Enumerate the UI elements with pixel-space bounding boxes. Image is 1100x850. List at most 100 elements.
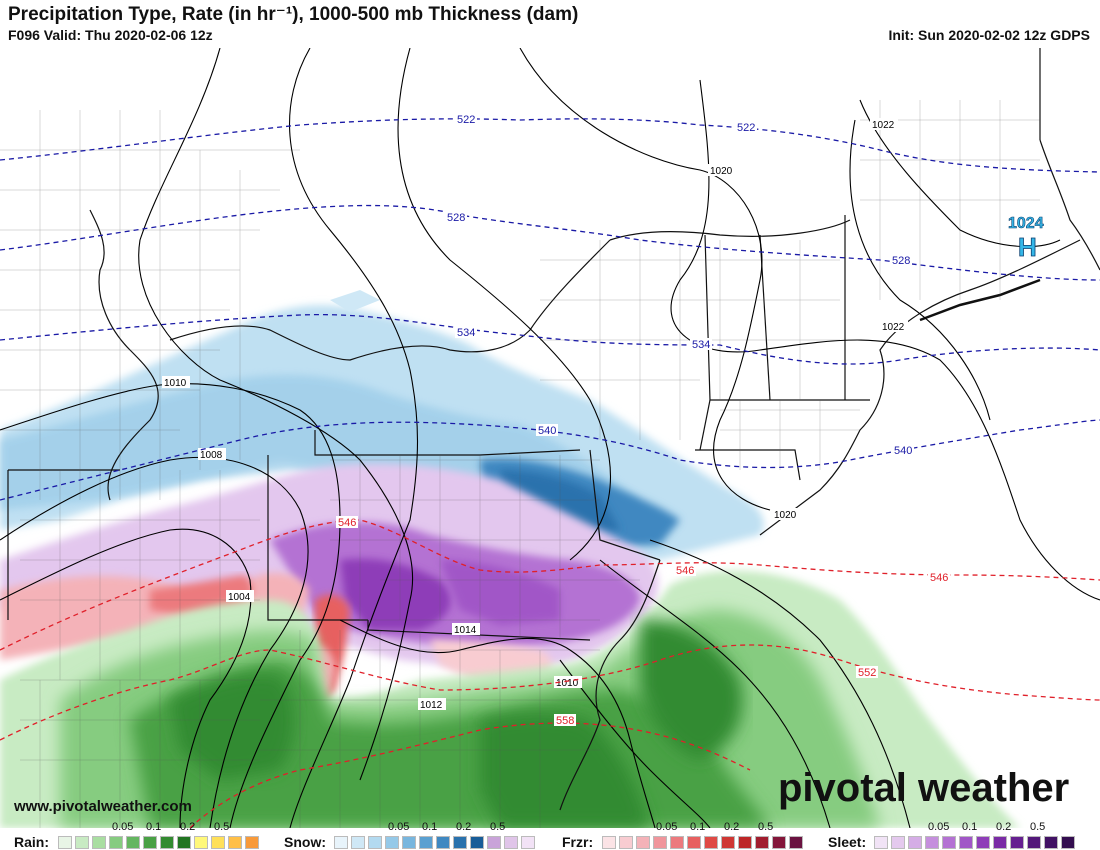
legend-frzr-swatch (653, 836, 667, 849)
legend-sleet-tick: 0.05 (928, 821, 950, 833)
legend-snow-swatch (453, 836, 467, 849)
legend-frzr-swatch (738, 836, 752, 849)
legend-rain-swatch (177, 836, 191, 849)
init-time: Init: Sun 2020-02-02 12z GDPS (888, 27, 1090, 43)
legend-snow-swatch (521, 836, 535, 849)
legend-sleet-swatch (1027, 836, 1041, 849)
thickness-label: 534 (457, 327, 475, 339)
legend-sleet-tick: 0.2 (996, 821, 1012, 833)
legend-frzr-swatch (721, 836, 735, 849)
legend-sleet-swatch (942, 836, 956, 849)
legend-rain-swatch (92, 836, 106, 849)
thickness-cold-labels: 522 522 528 528 534 534 540 540 (445, 113, 914, 457)
isobar-label: 1010 (556, 678, 579, 689)
legend-rain-swatch (58, 836, 72, 849)
thickness-label: 546 (338, 517, 356, 529)
legend-rain-tick: 0.05 (112, 821, 134, 833)
legend-frzr-swatch (670, 836, 684, 849)
legend-frzr-swatch (602, 836, 616, 849)
legend-sleet-label: Sleet: (828, 834, 867, 850)
legend-sleet-tick: 0.1 (962, 821, 978, 833)
thickness-label: 540 (538, 425, 556, 437)
legend-snow-tick: 0.2 (456, 821, 472, 833)
legend-snow-swatch (402, 836, 416, 849)
legend-frzr-tick: 0.2 (724, 821, 740, 833)
isobars (0, 48, 1100, 828)
thickness-label: 522 (737, 122, 755, 134)
legend-sleet-swatch (1061, 836, 1075, 849)
isobar-label: 1012 (420, 700, 443, 711)
thickness-label: 522 (457, 114, 475, 126)
legend-frzr-swatch (772, 836, 786, 849)
legend-sleet-swatch (976, 836, 990, 849)
legend-frzr-swatch (789, 836, 803, 849)
legend-frzr-tick: 0.5 (758, 821, 774, 833)
legend-snow-tick: 0.5 (490, 821, 506, 833)
legend-rain-label: Rain: (14, 834, 49, 850)
isobar-label: 1008 (200, 450, 223, 461)
thickness-label: 546 (930, 572, 948, 584)
legend-snow-swatch (504, 836, 518, 849)
legend-sleet-swatch (993, 836, 1007, 849)
precip-legend: Rain: 0.05 0.1 0.2 0.5 Snow: 0.05 0.1 0.2 0.5 … (0, 821, 1100, 850)
legend-snow-tick: 0.05 (388, 821, 410, 833)
thickness-label: 528 (447, 212, 465, 224)
legend-snow-swatch (470, 836, 484, 849)
map-title: Precipitation Type, Rate (in hr⁻¹), 1000… (8, 4, 579, 25)
legend-rain-swatch (126, 836, 140, 849)
pressure-center-value: 1024 (1008, 215, 1044, 232)
isobar-label: 1014 (454, 625, 477, 636)
legend-snow-label: Snow: (284, 834, 326, 850)
brand-text: pivotal weather (778, 766, 1070, 810)
legend-rain-swatch (211, 836, 225, 849)
brand-logo: pivotal weather (778, 766, 1069, 811)
thickness-warm-labels: 546 546 546 552 558 (336, 516, 950, 727)
legend-rain-swatch (194, 836, 208, 849)
legend-sleet-swatch (959, 836, 973, 849)
legend-snow-tick: 0.1 (422, 821, 438, 833)
rain-field (0, 570, 1020, 828)
isobar-labels: 1022 1020 1022 1010 1008 1004 1014 1010 … (162, 118, 908, 711)
legend-frzr-swatch (619, 836, 633, 849)
legend-snow-swatch (368, 836, 382, 849)
legend-sleet-tick: 0.5 (1030, 821, 1046, 833)
thickness-label: 558 (556, 715, 574, 727)
thickness-warm (0, 519, 1100, 828)
isobar-label: 1022 (872, 120, 895, 131)
legend-rain-swatch (75, 836, 89, 849)
legend-rain-tick: 0.2 (180, 821, 196, 833)
legend-frzr-swatch (704, 836, 718, 849)
thickness-label: 534 (692, 339, 710, 351)
thickness-label: 528 (892, 255, 910, 267)
map-header: Precipitation Type, Rate (in hr⁻¹), 1000… (0, 0, 1100, 48)
legend-rain-swatch (160, 836, 174, 849)
legend-snow-swatch (385, 836, 399, 849)
thickness-label: 540 (894, 445, 912, 457)
legend-frzr-tick: 0.05 (656, 821, 678, 833)
map-canvas: 1022 1020 1022 1010 1008 1004 1014 1010 … (0, 48, 1100, 828)
legend-rain-swatch (143, 836, 157, 849)
valid-time: F096 Valid: Thu 2020-02-06 12z (8, 27, 213, 43)
legend-snow-swatch (487, 836, 501, 849)
legend-rain-swatch (245, 836, 259, 849)
pressure-center-symbol: H (1018, 232, 1037, 262)
legend-rain-tick: 0.1 (146, 821, 162, 833)
legend-snow-swatch (351, 836, 365, 849)
high-pressure-center: 1024 H (1008, 215, 1044, 263)
thickness-label: 552 (858, 667, 876, 679)
isobar-label: 1022 (882, 322, 905, 333)
geography-lines (7, 48, 1100, 811)
legend-sleet-swatch (908, 836, 922, 849)
isobar-label: 1010 (164, 378, 187, 389)
legend-rain-tick: 0.5 (214, 821, 230, 833)
legend-frzr-swatch (755, 836, 769, 849)
legend-sleet-swatch (891, 836, 905, 849)
legend-snow-swatch (334, 836, 348, 849)
legend-frzr-swatch (636, 836, 650, 849)
isobar-label: 1004 (228, 592, 251, 603)
legend-sleet-swatch (1010, 836, 1024, 849)
legend-sleet-swatch (874, 836, 888, 849)
legend-sleet-swatch (1044, 836, 1058, 849)
isobar-label: 1020 (774, 510, 797, 521)
